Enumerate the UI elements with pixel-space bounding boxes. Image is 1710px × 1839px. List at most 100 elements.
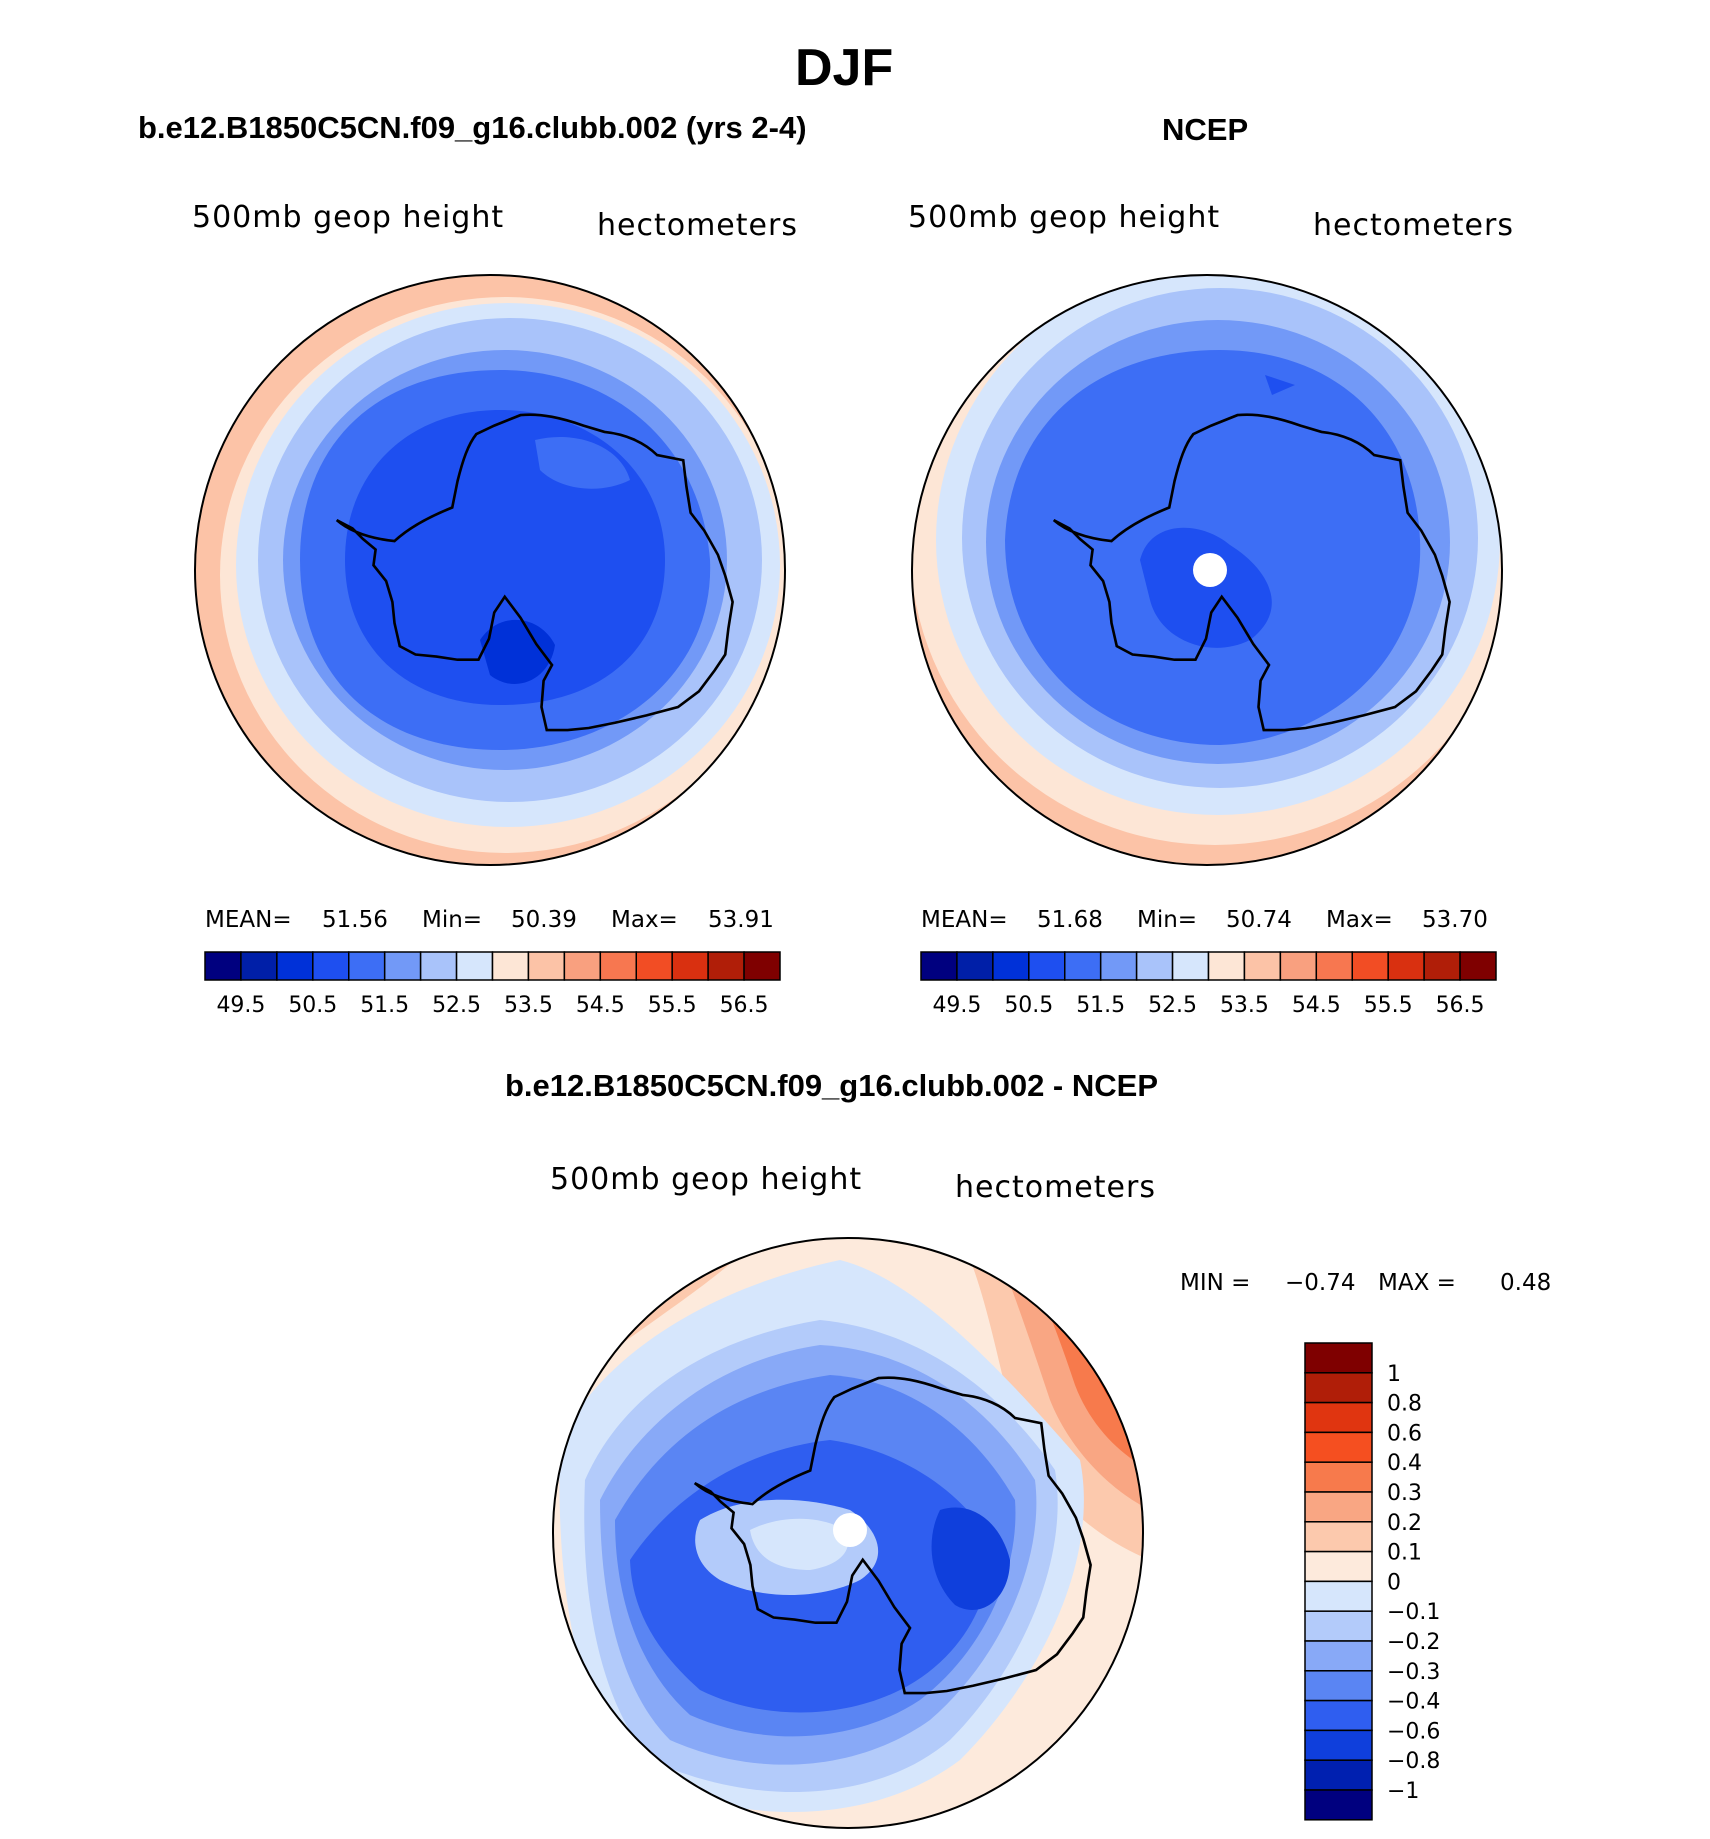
panel1-max-value: 53.91	[708, 907, 774, 933]
panel2-map-border	[911, 274, 1503, 866]
panel3-colorbar-swatch	[1304, 1699, 1373, 1732]
panel2-colorbar-tick-label: 54.5	[1292, 993, 1341, 1018]
panel3-colorbar-tick-label: 0	[1387, 1570, 1401, 1595]
panel3-variable-label: 500mb geop height	[550, 1162, 863, 1197]
panel3-colorbar-swatch	[1304, 1491, 1373, 1523]
panel1-colorbar-swatch	[276, 951, 314, 981]
panel3-title: b.e12.B1850C5CN.f09_g16.clubb.002 - NCEP	[505, 1068, 1158, 1103]
panel2-title: NCEP	[1162, 112, 1249, 147]
panel1-colorbar-swatch	[707, 951, 745, 981]
panel2-colorbar-tick-label: 55.5	[1364, 993, 1413, 1018]
panel1-colorbar-tick-label: 55.5	[648, 993, 697, 1018]
panel1-colorbar-swatch	[204, 951, 242, 981]
panel1-colorbar-swatch	[743, 951, 781, 981]
panel3-colorbar-tick-label: −0.8	[1387, 1749, 1440, 1774]
panel1-colorbar-tick-label: 52.5	[432, 993, 481, 1018]
panel2-colorbar-swatch	[1099, 951, 1138, 981]
panel3-colorbar-tick-label: 0.2	[1387, 1511, 1422, 1536]
panel1-mean-label: MEAN=	[205, 907, 292, 933]
panel2-variable-label: 500mb geop height	[908, 200, 1221, 235]
panel3-map-border	[552, 1237, 1144, 1829]
panel3-colorbar-tick-label: −0.6	[1387, 1719, 1440, 1744]
panel1-colorbar-swatch	[348, 951, 386, 981]
panel3-colorbar-swatch	[1304, 1431, 1373, 1463]
panel1-colorbar-swatch	[312, 951, 350, 981]
panel2-colorbar-swatch	[920, 951, 958, 981]
panel2-mean-value: 51.68	[1037, 907, 1103, 933]
panel3-colorbar-swatch	[1304, 1640, 1373, 1672]
panel1-colorbar-swatch	[599, 951, 637, 981]
panel1-colorbar-swatch	[671, 951, 709, 981]
panel2-colorbar: 49.5 50.5 51.5 52.5 53.5 54.5 55.5 56.5	[920, 951, 1497, 1018]
panel3-colorbar-swatch	[1304, 1729, 1373, 1761]
panel3-colorbar-swatch	[1304, 1372, 1373, 1404]
panel2-colorbar-swatch	[1459, 951, 1497, 981]
panel3-colorbar-tick-label: −0.3	[1387, 1660, 1440, 1685]
panel2-colorbar-swatch	[1387, 951, 1425, 981]
panel1-min-value: 50.39	[511, 907, 577, 933]
panel1-units-label: hectometers	[597, 208, 798, 243]
panel2-min-label: Min=	[1137, 907, 1198, 933]
panel2-colorbar-tick-label: 50.5	[1004, 993, 1053, 1018]
panel1-variable-label: 500mb geop height	[192, 200, 505, 235]
panel2-colorbar-swatch	[1064, 951, 1102, 981]
panel1-min-label: Min=	[422, 907, 483, 933]
panel1-colorbar-swatch	[240, 951, 278, 981]
panel2-colorbar-swatch	[1207, 951, 1246, 981]
panel1-colorbar-tick-label: 53.5	[504, 993, 553, 1018]
panel3-colorbar-swatch	[1304, 1580, 1373, 1612]
panel1-map-border	[194, 274, 786, 866]
panel3-colorbar-tick-label: 0.1	[1387, 1541, 1422, 1566]
panel3-colorbar-tick-label: 0.6	[1387, 1421, 1422, 1446]
panel2-colorbar-tick-label: 53.5	[1220, 993, 1269, 1018]
panel1-colorbar-tick-label: 49.5	[216, 993, 265, 1018]
panel2-colorbar-swatch	[1135, 951, 1174, 981]
panel2-colorbar-tick-label: 52.5	[1148, 993, 1197, 1018]
panel1-colorbar-swatch	[491, 951, 530, 981]
panel3-colorbar-swatch	[1304, 1550, 1373, 1583]
panel1-title: b.e12.B1850C5CN.f09_g16.clubb.002 (yrs 2…	[138, 110, 807, 145]
panel2-min-value: 50.74	[1226, 907, 1292, 933]
panel2-colorbar-swatch	[1243, 951, 1282, 981]
panel2-max-value: 53.70	[1422, 907, 1488, 933]
panel2-mean-label: MEAN=	[921, 907, 1008, 933]
panel3-colorbar-swatch	[1304, 1461, 1373, 1493]
panel3-colorbar-swatch	[1304, 1789, 1373, 1821]
panel3-colorbar-swatch	[1304, 1401, 1373, 1434]
panel3-colorbar-tick-label: 0.4	[1387, 1451, 1422, 1476]
panel2-map	[912, 275, 1502, 865]
panel2-units-label: hectometers	[1313, 208, 1514, 243]
panel1-colorbar-swatch	[383, 951, 422, 981]
panel3-colorbar-tick-label: −0.1	[1387, 1600, 1440, 1625]
panel3-colorbar-swatch	[1304, 1670, 1373, 1702]
panel3-colorbar-swatch	[1304, 1610, 1373, 1642]
panel1-colorbar-swatch	[563, 951, 602, 981]
panel3-colorbar-tick-label: −1	[1387, 1779, 1419, 1804]
panel1-colorbar-tick-label: 50.5	[288, 993, 337, 1018]
panel2-colorbar-swatch	[1315, 951, 1353, 981]
panel2-colorbar-swatch	[1028, 951, 1066, 981]
panel1-colorbar-tick-label: 54.5	[576, 993, 625, 1018]
panel1-colorbar-tick-label: 56.5	[720, 993, 769, 1018]
panel1-map	[195, 275, 785, 865]
panel3-colorbar-swatch	[1304, 1759, 1373, 1791]
panel1-colorbar-tick-label: 51.5	[360, 993, 409, 1018]
panel2-pole-mask	[1193, 553, 1227, 587]
panel2-colorbar-swatch	[1171, 951, 1210, 981]
panel2-colorbar-swatch	[1423, 951, 1461, 981]
panel3-colorbar-swatch	[1304, 1521, 1373, 1553]
panel3-colorbar-tick-label: 1	[1387, 1362, 1401, 1387]
panel2-colorbar-swatch	[1279, 951, 1318, 981]
panel3-colorbar: 1 0.8 0.6 0.4 0.3 0.2 0.1 0 −0.1 −0.2 −0.3 −0.4 −0.6…	[1304, 1342, 1440, 1821]
panel2-colorbar-tick-label: 51.5	[1076, 993, 1125, 1018]
panel3-min-value: −0.74	[1285, 1270, 1356, 1296]
panel3-colorbar-swatch	[1304, 1342, 1373, 1374]
panel1-mean-value: 51.56	[322, 907, 388, 933]
panel2-colorbar-tick-label: 56.5	[1436, 993, 1485, 1018]
panel2-colorbar-tick-label: 49.5	[932, 993, 981, 1018]
panel3-min-label: MIN =	[1180, 1270, 1251, 1296]
panel3-colorbar-tick-label: −0.2	[1387, 1630, 1440, 1655]
panel2-colorbar-swatch	[992, 951, 1030, 981]
page-title: DJF	[795, 39, 894, 97]
